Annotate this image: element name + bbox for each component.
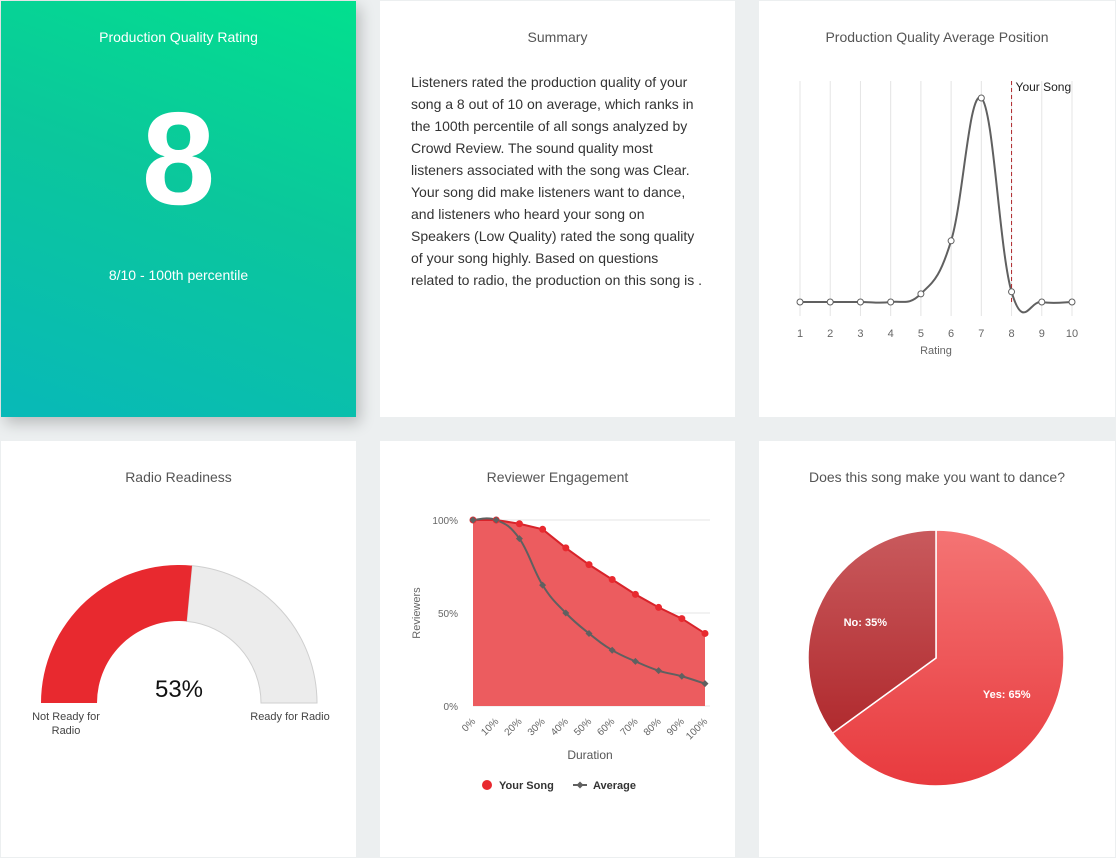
engagement-x-tick: 80%: [642, 716, 664, 738]
engagement-x-tick: 40%: [549, 716, 571, 738]
legend-average-marker-icon: [576, 781, 584, 789]
position-point: [1068, 298, 1076, 306]
gauge-remaining-arc: [186, 565, 318, 704]
position-point: [917, 290, 925, 298]
position-x-tick: 6: [948, 328, 954, 340]
gauge-min-label: Not Ready for: [32, 711, 100, 723]
position-x-tick: 9: [1039, 328, 1045, 340]
your-song-area: [473, 520, 705, 706]
your-song-point: [631, 590, 639, 598]
engagement-x-tick: 70%: [619, 716, 641, 738]
radio-card: Radio Readiness 53% Not Ready for Radio …: [1, 441, 356, 857]
average-point: [701, 680, 709, 688]
position-chart-title: Production Quality Average Position: [825, 29, 1049, 45]
average-point: [655, 667, 663, 675]
summary-title: Summary: [527, 29, 588, 45]
position-x-tick: 1: [797, 328, 803, 340]
your-song-point: [655, 603, 663, 611]
rating-subtitle: 8/10 - 100th percentile: [108, 267, 249, 283]
engagement-chart-title: Reviewer Engagement: [486, 469, 629, 485]
position-x-tick: 2: [827, 328, 833, 340]
engagement-x-tick: 30%: [526, 716, 548, 738]
position-x-tick: 7: [978, 328, 984, 340]
engagement-y-tick: 50%: [438, 609, 458, 620]
average-point: [678, 672, 686, 680]
average-point: [608, 646, 616, 654]
position-point: [1038, 298, 1046, 306]
summary-card: Summary Listeners rated the production q…: [380, 1, 735, 417]
position-point: [796, 298, 804, 306]
position-card: Production Quality Average Position Your…: [759, 1, 1115, 417]
engagement-x-tick: 100%: [684, 716, 710, 742]
engagement-y-tick: 0%: [444, 702, 459, 713]
average-point: [539, 581, 547, 589]
position-point: [856, 298, 864, 306]
average-point: [469, 516, 477, 524]
your-song-point: [562, 544, 570, 552]
engagement-x-tick: 0%: [460, 716, 478, 734]
position-x-tick: 4: [888, 328, 894, 340]
legend: Your Song Average: [482, 780, 636, 792]
average-point: [631, 657, 639, 665]
position-chart: Your Song 1 2 3 4 5 6 7 8 9 10 Rating: [796, 80, 1078, 357]
your-song-point: [515, 520, 523, 528]
position-x-tick: 5: [918, 328, 924, 340]
radio-gauge: 53% Not Ready for Radio Ready for Radio: [32, 565, 330, 737]
pie-slice-no: [807, 529, 937, 735]
position-x-tick: 10: [1066, 328, 1078, 340]
radio-chart-title: Radio Readiness: [125, 469, 232, 485]
pie-label-no: No: 35%: [844, 617, 888, 629]
gauge-value-arc: [41, 565, 192, 703]
legend-your-song: Your Song: [499, 780, 554, 792]
your-song-marker-label: Your Song: [1016, 80, 1072, 94]
gauge-min-label-line-2: Radio: [52, 725, 81, 737]
pie-label-yes: Yes: 65%: [983, 689, 1031, 701]
your-song-point: [701, 629, 709, 637]
average-point: [492, 516, 500, 524]
engagement-card: Reviewer Engagement 0% 50% 100% 0% 10% 20% 30…: [380, 441, 735, 857]
dance-card: Does this song make you want to dance? Y…: [759, 441, 1115, 857]
position-x-tick: 3: [857, 328, 863, 340]
position-point: [947, 237, 955, 245]
position-point: [977, 94, 985, 102]
legend-average: Average: [593, 780, 636, 792]
position-x-axis-label: Rating: [920, 345, 952, 357]
legend-your-song-icon: [482, 780, 492, 790]
engagement-x-tick: 20%: [503, 716, 525, 738]
pie-slice-yes: [831, 529, 1065, 787]
rating-card-title: Production Quality Rating: [99, 29, 258, 45]
position-point: [826, 298, 834, 306]
rating-card: Production Quality Rating 8 8/10 - 100th…: [1, 1, 356, 417]
engagement-chart: 0%50%100% 0% 10% 20% 30% 40% 50% 60% 70% 80% 90%1…: [411, 516, 710, 792]
your-song-point: [678, 615, 686, 623]
average-point: [515, 535, 523, 543]
gauge-value-label: 53%: [155, 676, 203, 703]
engagement-y-axis-label: Reviewers: [411, 587, 423, 639]
average-point: [562, 609, 570, 617]
summary-text: Listeners rated the production quality o…: [411, 74, 703, 288]
your-song-point: [539, 525, 547, 533]
rating-value: 8: [141, 85, 216, 232]
position-point: [887, 298, 895, 306]
average-point: [585, 629, 593, 637]
position-x-tick: 8: [1008, 328, 1014, 340]
engagement-x-tick: 60%: [595, 716, 617, 738]
position-series-line: [799, 96, 1073, 314]
gauge-max-label: Ready for Radio: [250, 711, 330, 723]
engagement-y-tick: 100%: [432, 516, 458, 527]
position-point: [1008, 288, 1016, 296]
engagement-x-axis-label: Duration: [567, 748, 612, 762]
engagement-x-tick: 50%: [572, 716, 594, 738]
dance-pie-chart: Yes: 65% No: 35%: [807, 529, 1065, 787]
your-song-point: [608, 576, 616, 584]
your-song-point: [585, 561, 593, 569]
engagement-x-tick: 10%: [479, 716, 501, 738]
dance-chart-title: Does this song make you want to dance?: [808, 469, 1066, 485]
